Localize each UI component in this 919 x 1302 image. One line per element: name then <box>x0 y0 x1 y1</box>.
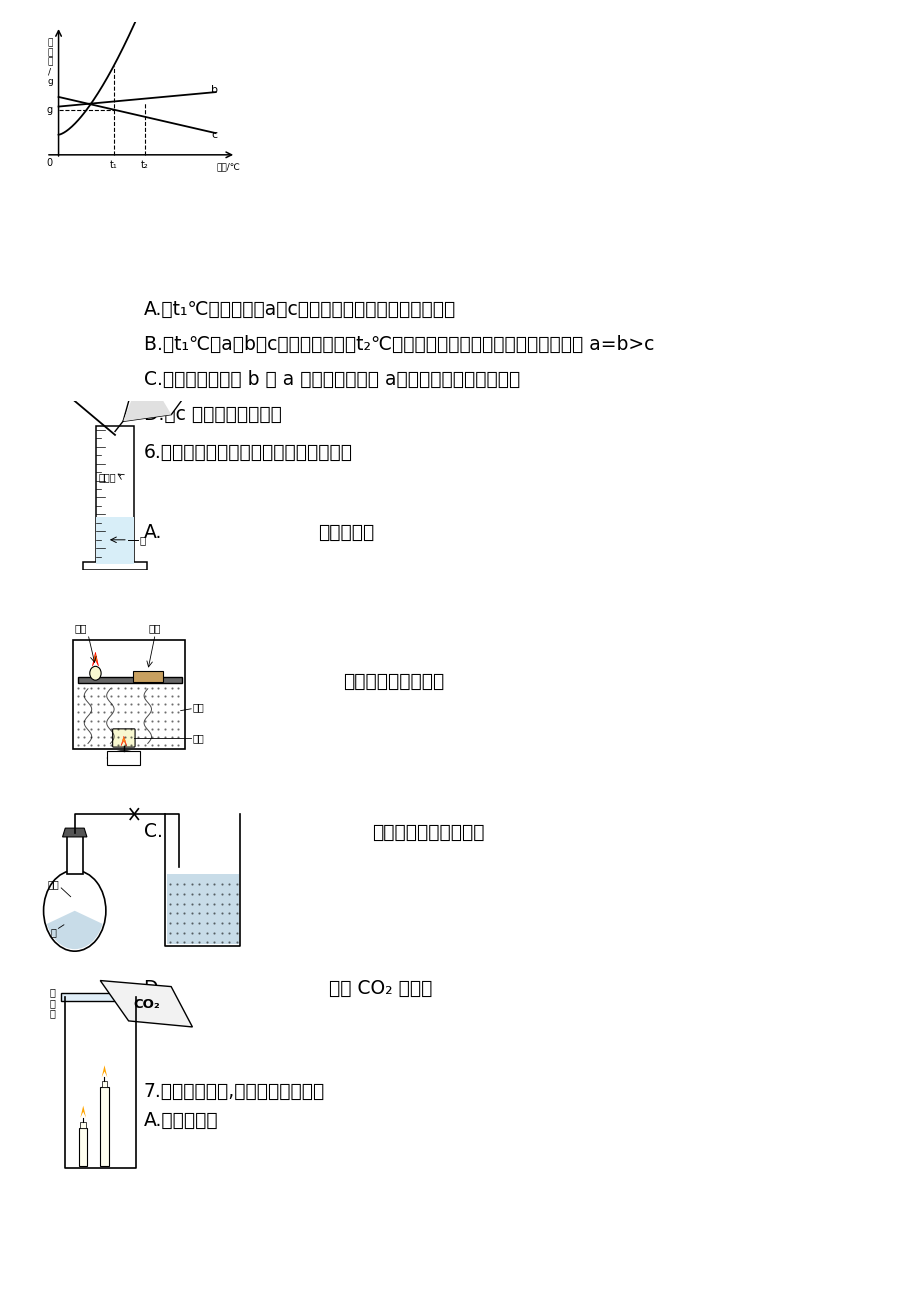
Wedge shape <box>47 911 102 949</box>
FancyBboxPatch shape <box>166 874 238 944</box>
Polygon shape <box>79 1128 87 1167</box>
Text: 溶
解
度
/
g: 溶 解 度 / g <box>47 38 52 86</box>
FancyBboxPatch shape <box>96 427 134 565</box>
Text: 探究燃烧的三个条件: 探究燃烧的三个条件 <box>343 672 444 691</box>
Text: g: g <box>47 104 53 115</box>
FancyBboxPatch shape <box>108 751 141 766</box>
Polygon shape <box>101 1065 108 1078</box>
Text: 6.　下列装置或操作能达到实验目的的是: 6. 下列装置或操作能达到实验目的的是 <box>143 443 352 461</box>
Text: 温度/℃: 温度/℃ <box>216 161 240 171</box>
Text: t₂: t₂ <box>141 160 149 171</box>
FancyBboxPatch shape <box>132 672 163 682</box>
Polygon shape <box>92 652 98 665</box>
Text: 热水: 热水 <box>192 702 204 712</box>
Text: B.　t₁℃时a、b、c饱和溶液升温至t₂℃，所得溶液的溶质质量分数大小关系是 a=b>c: B. t₁℃时a、b、c饱和溶液升温至t₂℃，所得溶液的溶质质量分数大小关系是 … <box>143 335 653 354</box>
FancyBboxPatch shape <box>112 729 135 747</box>
Text: A.　t₁℃时等质量的a、c饱和溶液中，所含水的质量相等: A. t₁℃时等质量的a、c饱和溶液中，所含水的质量相等 <box>143 301 455 319</box>
Polygon shape <box>100 980 192 1027</box>
Text: B.: B. <box>143 672 163 691</box>
Circle shape <box>43 870 106 952</box>
Text: 0: 0 <box>47 158 53 168</box>
Polygon shape <box>80 1122 86 1128</box>
FancyBboxPatch shape <box>74 678 184 747</box>
Text: C.　要从含有少量 b 的 a 饱和溶液中获得 a，最好的方法是降温结晶: C. 要从含有少量 b 的 a 饱和溶液中获得 a，最好的方法是降温结晶 <box>143 370 519 389</box>
Text: D.: D. <box>143 979 164 997</box>
Text: A.　酒精挥发: A. 酒精挥发 <box>143 1111 218 1130</box>
Text: 水: 水 <box>139 535 145 544</box>
Polygon shape <box>80 1105 86 1117</box>
Text: 白磷: 白磷 <box>192 733 204 743</box>
Text: 水: 水 <box>50 927 56 937</box>
Text: D.　c 物质可能是熟石灰: D. c 物质可能是熟石灰 <box>143 405 281 424</box>
Polygon shape <box>62 828 86 837</box>
Circle shape <box>90 667 101 680</box>
FancyBboxPatch shape <box>83 562 147 570</box>
Polygon shape <box>101 1082 108 1087</box>
Text: 探究 CO₂ 的性质: 探究 CO₂ 的性质 <box>329 979 432 997</box>
FancyBboxPatch shape <box>96 517 133 564</box>
FancyBboxPatch shape <box>66 835 83 874</box>
Text: A.: A. <box>143 522 162 542</box>
Text: 玻: 玻 <box>49 988 55 997</box>
Polygon shape <box>123 393 187 422</box>
Text: t₁: t₁ <box>109 160 118 171</box>
Text: 测定空气中氧气的含量: 测定空气中氧气的含量 <box>371 823 483 841</box>
Text: 片: 片 <box>49 1008 55 1018</box>
Text: b: b <box>210 86 218 95</box>
FancyBboxPatch shape <box>77 677 182 684</box>
Text: 铜片: 铜片 <box>149 624 162 634</box>
Polygon shape <box>120 736 127 746</box>
Polygon shape <box>123 401 171 422</box>
Text: 浓硫酸: 浓硫酸 <box>98 473 116 482</box>
Text: 木炭: 木炭 <box>47 879 59 889</box>
Polygon shape <box>100 1087 108 1167</box>
FancyBboxPatch shape <box>61 992 140 1001</box>
Text: CO₂: CO₂ <box>133 999 160 1012</box>
Text: 璃: 璃 <box>49 997 55 1008</box>
Text: 7.　下列变化中,属于物理变化的是: 7. 下列变化中,属于物理变化的是 <box>143 1082 324 1101</box>
Text: c: c <box>210 130 217 139</box>
Text: 稀释浓硫酸: 稀释浓硫酸 <box>318 522 374 542</box>
Text: 白磷: 白磷 <box>74 624 86 634</box>
FancyBboxPatch shape <box>73 639 185 749</box>
Text: C.: C. <box>143 823 163 841</box>
Ellipse shape <box>108 751 141 766</box>
